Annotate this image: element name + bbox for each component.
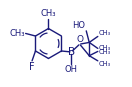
Text: CH₃: CH₃ — [98, 45, 110, 51]
Text: F: F — [29, 62, 35, 72]
Text: HO: HO — [72, 21, 85, 30]
Text: CH₃: CH₃ — [41, 9, 56, 18]
Text: O: O — [76, 35, 83, 44]
Text: CH₃: CH₃ — [10, 29, 25, 38]
Text: OH: OH — [65, 65, 78, 74]
Text: CH₃: CH₃ — [98, 49, 110, 55]
Text: B: B — [68, 47, 75, 57]
Text: CH₃: CH₃ — [98, 30, 110, 36]
Text: CH₃: CH₃ — [98, 61, 110, 67]
